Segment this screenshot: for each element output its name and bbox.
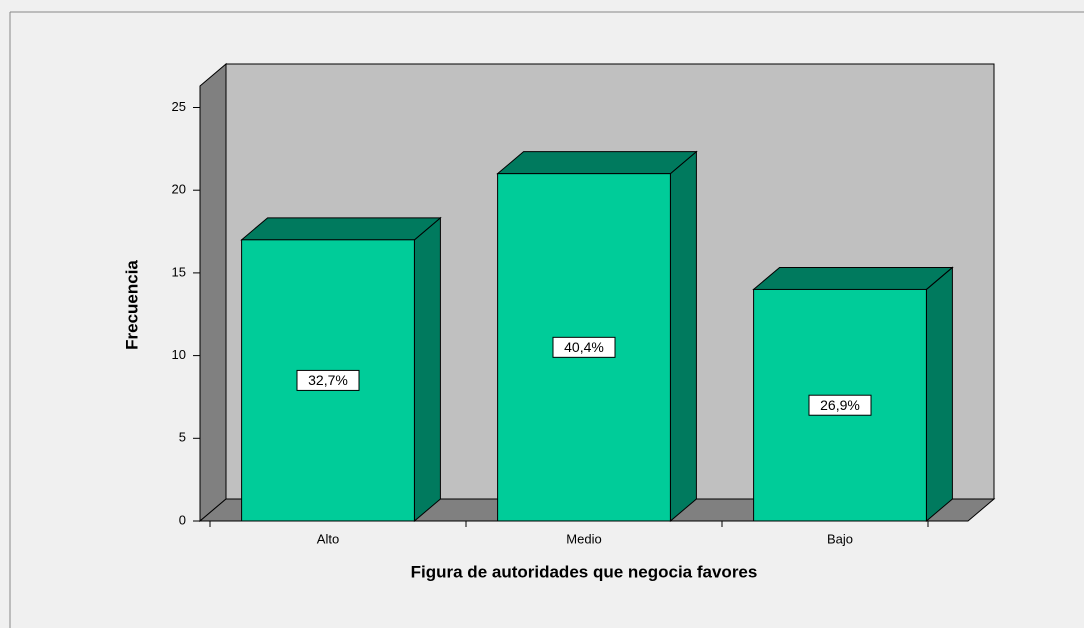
bar-top bbox=[752, 266, 954, 290]
y-axis-title: Frecuencia bbox=[122, 260, 141, 350]
x-tick-label: Medio bbox=[566, 531, 601, 546]
y-tick-label: 10 bbox=[172, 347, 186, 362]
label-box bbox=[296, 369, 360, 391]
label-box bbox=[808, 394, 872, 416]
bar-side bbox=[925, 266, 953, 523]
bar-top bbox=[496, 151, 698, 175]
y-tick-label: 5 bbox=[179, 430, 186, 445]
label-box bbox=[552, 336, 616, 358]
x-tick-label: Alto bbox=[317, 531, 339, 546]
y-tick-label: 0 bbox=[179, 512, 186, 527]
percent-label: 32,7% bbox=[308, 372, 348, 388]
x-axis-title: Figura de autoridades que negocia favore… bbox=[411, 562, 758, 581]
y-tick-label: 15 bbox=[172, 264, 186, 279]
x-tick-label: Bajo bbox=[827, 531, 853, 546]
y-tick-label: 25 bbox=[172, 99, 186, 114]
left-wall bbox=[199, 62, 227, 523]
bar-side bbox=[413, 216, 441, 523]
percent-label: 40,4% bbox=[564, 339, 604, 355]
percent-label: 26,9% bbox=[820, 397, 860, 413]
y-tick-label: 20 bbox=[172, 182, 186, 197]
bar-side bbox=[669, 150, 697, 523]
bar-top bbox=[240, 217, 442, 241]
